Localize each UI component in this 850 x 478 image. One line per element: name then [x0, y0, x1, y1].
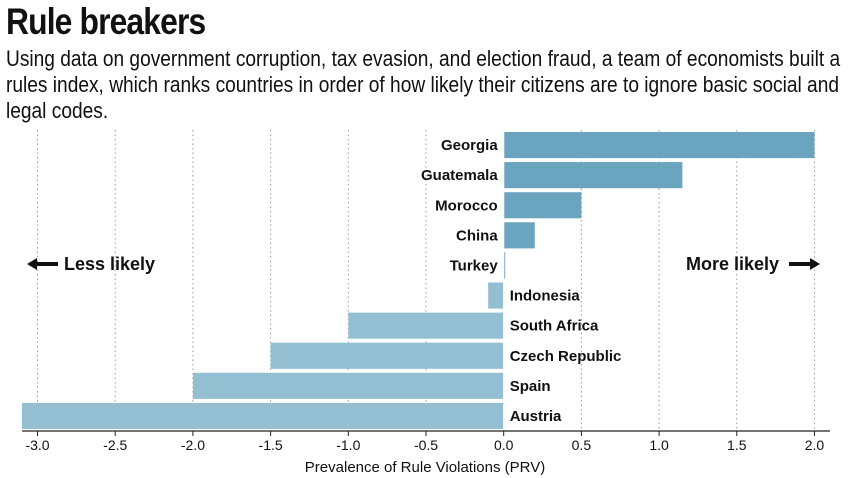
category-label: Indonesia — [510, 288, 581, 305]
tick-label: -1.5 — [259, 437, 283, 453]
bar-china — [503, 222, 535, 249]
less-likely-label: Less likely — [64, 254, 155, 274]
category-label: Czech Republic — [510, 348, 622, 365]
bar-spain — [192, 372, 504, 399]
bar-guatemala — [503, 162, 683, 189]
chart-title: Rule breakers — [6, 1, 206, 42]
category-label: Turkey — [450, 257, 499, 274]
bar-indonesia — [488, 282, 504, 309]
category-label: Georgia — [441, 137, 498, 154]
tick-label: 1.5 — [727, 437, 747, 453]
bar-georgia — [503, 132, 815, 159]
x-axis: -3.0 -2.5 -2.0 -1.5 -1.0 -0.5 0.0 0.5 1.0 1.5 2.0 — [22, 130, 830, 453]
bars: Georgia Guatemala Morocco China Turkey Indone… — [22, 132, 815, 429]
tick-label: 0.0 — [494, 437, 514, 453]
category-label: Austria — [510, 408, 562, 425]
bar-south-africa — [348, 312, 504, 339]
tick-label: -3.0 — [25, 437, 49, 453]
category-label: China — [456, 227, 498, 244]
tick-label: -0.5 — [414, 437, 438, 453]
tick-label: 0.5 — [572, 437, 592, 453]
bar-morocco — [503, 192, 582, 219]
left-arrow-icon — [27, 258, 58, 270]
category-label: Spain — [510, 378, 551, 395]
right-arrow-icon — [789, 258, 820, 270]
category-label: South Africa — [510, 318, 599, 335]
more-likely-label: More likely — [686, 254, 779, 274]
bar-austria — [22, 402, 504, 429]
bar-czech-republic — [270, 342, 504, 369]
category-label: Morocco — [435, 197, 498, 214]
tick-label: -1.0 — [336, 437, 360, 453]
tick-label: 1.0 — [649, 437, 669, 453]
tick-label: 2.0 — [805, 437, 825, 453]
chart-subtitle: Using data on government corruption, tax… — [6, 46, 841, 123]
tick-label: -2.0 — [181, 437, 205, 453]
tick-label: -2.5 — [103, 437, 127, 453]
less-likely-annotation: Less likely — [27, 254, 155, 274]
more-likely-annotation: More likely — [686, 254, 820, 274]
bar-turkey — [503, 252, 506, 279]
x-axis-label: Prevalence of Rule Violations (PRV) — [305, 459, 545, 476]
category-label: Guatemala — [421, 167, 498, 184]
